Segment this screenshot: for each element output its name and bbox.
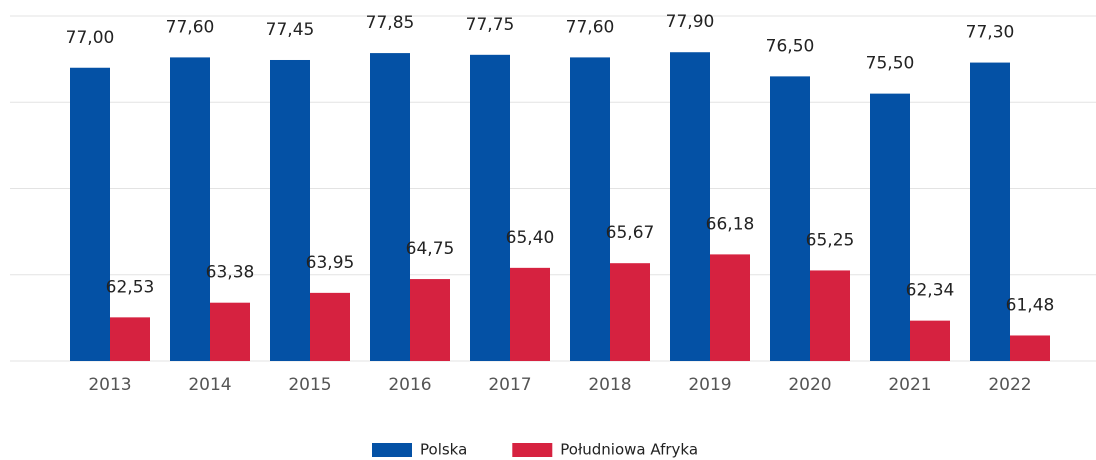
bar: [570, 57, 610, 362]
bar: [910, 320, 950, 361]
data-label: 75,50: [866, 54, 915, 74]
bar: [370, 53, 410, 362]
data-label: 77,60: [166, 17, 215, 37]
data-label: 62,53: [106, 277, 155, 297]
data-label: 65,67: [606, 223, 655, 243]
bar: [70, 67, 110, 361]
x-tick-label: 2019: [688, 375, 731, 395]
bar: [670, 52, 710, 361]
bar: [970, 62, 1010, 361]
x-tick-label: 2022: [988, 375, 1031, 395]
x-tick-label: 2016: [388, 375, 431, 395]
bar: [410, 279, 450, 361]
data-label: 64,75: [406, 239, 455, 259]
x-tick-label: 2015: [288, 375, 331, 395]
bar: [610, 263, 650, 361]
data-label: 77,75: [466, 15, 515, 35]
bar: [170, 57, 210, 362]
x-tick-label: 2017: [488, 375, 531, 395]
x-tick-label: 2018: [588, 375, 631, 395]
data-label: 77,45: [266, 20, 315, 40]
bar: [1010, 335, 1050, 361]
data-label: 62,34: [906, 281, 955, 301]
bar: [870, 93, 910, 361]
data-label: 63,95: [306, 253, 355, 273]
x-tick-label: 2013: [88, 375, 131, 395]
data-label: 77,85: [366, 13, 415, 33]
bar: [770, 76, 810, 361]
data-label: 61,48: [1006, 295, 1055, 315]
x-tick-label: 2020: [788, 375, 831, 395]
data-label: 65,40: [506, 228, 555, 248]
data-label: 77,90: [666, 12, 715, 32]
x-tick-label: 2021: [888, 375, 931, 395]
legend-label: Południowa Afryka: [560, 441, 698, 459]
bar: [210, 302, 250, 361]
bar: [110, 317, 150, 361]
bar: [310, 292, 350, 361]
data-label: 77,60: [566, 17, 615, 37]
bar: [470, 54, 510, 361]
legend-swatch: [372, 443, 412, 457]
bar: [510, 267, 550, 361]
data-label: 66,18: [706, 214, 755, 234]
data-label: 77,30: [966, 23, 1015, 43]
x-tick-label: 2014: [188, 375, 231, 395]
bar: [270, 59, 310, 362]
bar: [810, 270, 850, 361]
data-label: 65,25: [806, 230, 855, 250]
legend-label: Polska: [420, 441, 467, 459]
legend-swatch: [512, 443, 553, 457]
data-label: 63,38: [206, 263, 255, 283]
data-label: 77,00: [66, 28, 115, 48]
bar: [710, 254, 750, 361]
data-label: 76,50: [766, 36, 815, 56]
